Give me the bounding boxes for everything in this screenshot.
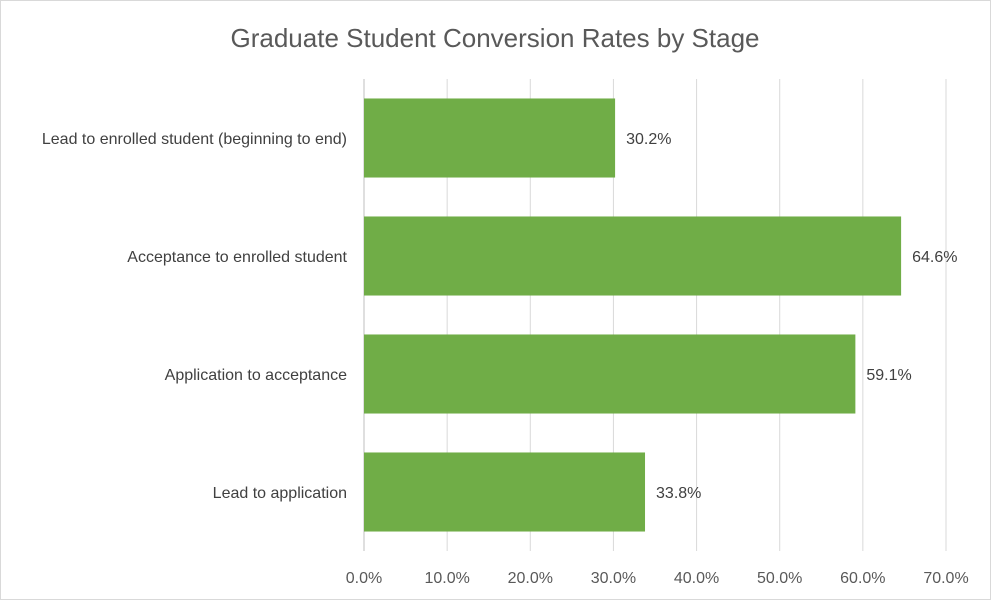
data-label: 30.2% xyxy=(626,131,671,148)
bar xyxy=(364,216,902,296)
x-tick-label: 50.0% xyxy=(757,570,802,587)
category-label: Lead to application xyxy=(213,485,347,502)
data-label: 33.8% xyxy=(656,485,701,502)
bars xyxy=(364,98,902,532)
data-label: 59.1% xyxy=(866,367,911,384)
x-tick-label: 10.0% xyxy=(424,570,469,587)
data-label: 64.6% xyxy=(912,249,957,266)
bar xyxy=(364,334,856,414)
data-labels: 30.2% 64.6% 59.1% 33.8% xyxy=(626,131,957,502)
x-tick-label: 0.0% xyxy=(346,570,382,587)
category-label: Lead to enrolled student (beginning to e… xyxy=(42,131,347,148)
chart-title: Graduate Student Conversion Rates by Sta… xyxy=(231,23,760,53)
x-tick-label: 40.0% xyxy=(674,570,719,587)
x-tick-label: 70.0% xyxy=(923,570,968,587)
bar xyxy=(364,98,616,178)
x-tick-label: 20.0% xyxy=(508,570,553,587)
x-tick-label: 30.0% xyxy=(591,570,636,587)
category-label: Application to acceptance xyxy=(165,367,347,384)
category-label: Acceptance to enrolled student xyxy=(127,249,347,266)
bar xyxy=(364,452,646,532)
category-labels: Lead to enrolled student (beginning to e… xyxy=(42,131,348,502)
x-tick-labels: 0.0% 10.0% 20.0% 30.0% 40.0% 50.0% 60.0% 70.0% xyxy=(346,570,969,587)
x-tick-label: 60.0% xyxy=(840,570,885,587)
